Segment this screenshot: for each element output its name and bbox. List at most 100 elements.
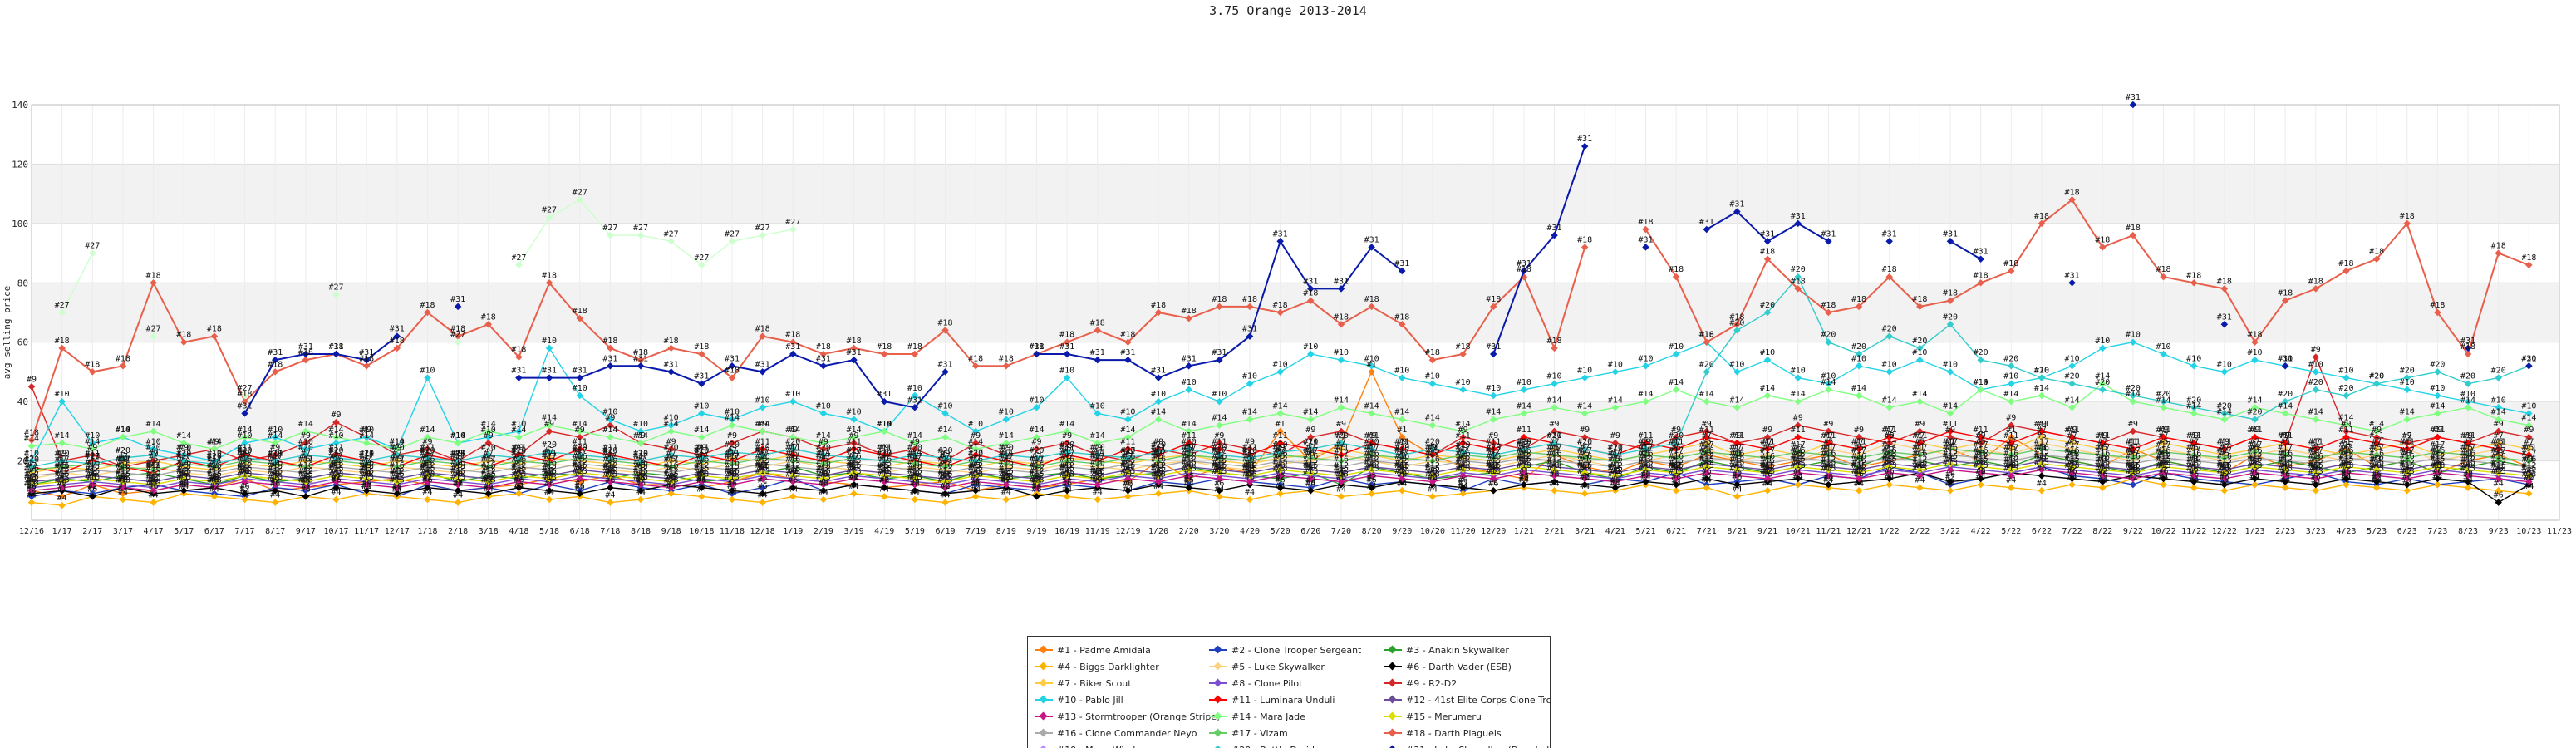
data-point [484, 457, 493, 465]
data-point [1002, 362, 1010, 370]
x-tick-label: 1/18 [417, 527, 437, 536]
data-point [2372, 439, 2381, 447]
data-point [545, 480, 553, 489]
data-label: #15 [542, 467, 557, 476]
data-point [1672, 475, 1680, 483]
data-point [1977, 433, 1984, 441]
data-label: #18 [2491, 242, 2506, 251]
data-point [819, 439, 828, 447]
data-label: #20 [573, 443, 587, 452]
data-point [698, 484, 705, 491]
data-label: #18 [1912, 295, 1927, 304]
data-label: #4 [1397, 479, 1407, 488]
data-point [2190, 410, 2198, 417]
data-label: #20 [937, 446, 952, 455]
data-point [27, 499, 36, 506]
data-label: #17 [2156, 440, 2171, 450]
data-point [1946, 427, 1954, 436]
legend-item: #31 - Luke Skywalker (Dagobah) [1384, 741, 1550, 748]
data-point [484, 478, 493, 485]
data-label: #14 [1882, 396, 1897, 405]
legend-label: #3 - Anakin Skywalker [1406, 644, 1509, 656]
data-label: #15 [511, 464, 526, 473]
data-point [698, 380, 705, 387]
data-point [1946, 478, 1954, 485]
data-label: #4 [1580, 482, 1590, 491]
data-label: #4 [940, 491, 950, 500]
data-label: #9 [1823, 420, 1833, 429]
data-point [1368, 410, 1375, 417]
data-label: #11 [1699, 426, 1714, 435]
legend-swatch [1384, 711, 1402, 721]
legend-label: #16 - Clone Commander Neyo [1057, 727, 1197, 739]
data-point [1216, 475, 1223, 483]
data-point [1368, 439, 1375, 447]
chart-title: 3.75 Orange 2013-2014 [1209, 3, 1367, 18]
x-tick-label: 6/17 [204, 527, 224, 536]
data-point [2464, 484, 2472, 491]
data-label: #17 [2034, 437, 2049, 446]
x-tick-label: 4/21 [1605, 527, 1625, 536]
x-tick-label: 5/19 [905, 527, 925, 536]
legend-swatch [1384, 645, 1402, 654]
x-tick-label: 1/19 [783, 527, 803, 536]
data-label: #27 [55, 301, 70, 310]
data-point [759, 469, 766, 477]
data-label: #31 [1242, 325, 1257, 334]
data-label: #31 [1517, 259, 1531, 268]
data-label: #20 [1242, 446, 1257, 455]
x-tick-label: 9/17 [296, 527, 316, 536]
data-point [698, 433, 705, 441]
data-point [1946, 410, 1954, 417]
data-label: #15 [24, 473, 39, 482]
data-label: #15 [1729, 458, 1744, 467]
data-label: #20 [785, 437, 800, 446]
data-point [2129, 427, 2137, 436]
x-tick-label: 3/17 [113, 527, 133, 536]
data-point [2190, 445, 2198, 453]
data-point [2160, 433, 2167, 441]
data-point [698, 478, 705, 485]
data-label: #18 [2521, 253, 2536, 263]
data-label: #14 [725, 414, 740, 423]
data-label: #10 [1182, 378, 1197, 387]
data-point [1611, 368, 1620, 376]
data-label: #10 [1120, 408, 1135, 417]
data-label: #20 [1821, 331, 1836, 340]
data-point [1216, 469, 1223, 477]
data-point [667, 484, 675, 491]
data-point [1916, 439, 1924, 447]
data-point [789, 493, 797, 500]
data-point [2160, 350, 2167, 358]
data-point [880, 472, 888, 480]
legend-item: #12 - 41st Elite Corps Clone Trooper [1384, 691, 1550, 708]
data-point [515, 261, 523, 269]
data-point [2038, 466, 2046, 474]
data-point [1368, 484, 1375, 491]
data-point [2434, 469, 2441, 477]
data-point [1246, 380, 1254, 387]
data-point [484, 433, 493, 441]
data-label: #31 [1090, 348, 1105, 357]
data-label: #17 [2247, 440, 2262, 450]
data-point [2281, 472, 2289, 480]
data-label: #31 [450, 295, 465, 304]
data-label: #17 [999, 452, 1014, 461]
data-point [1246, 495, 1254, 504]
legend-label: #9 - R2-D2 [1406, 677, 1458, 689]
data-point [2190, 439, 2198, 447]
data-label: #11 [1273, 431, 1288, 440]
data-label: #31 [1943, 229, 1958, 239]
data-label: #20 [420, 446, 435, 455]
data-label: #14 [847, 426, 862, 435]
data-point [515, 427, 523, 436]
data-label: #11 [2369, 431, 2384, 440]
data-label: #17 [937, 455, 952, 465]
data-label: #20 [207, 452, 222, 461]
data-label: #18 [1851, 295, 1866, 304]
x-tick-label: 2/21 [1544, 527, 1564, 536]
data-label: #11 [2095, 431, 2110, 440]
data-point [911, 495, 919, 504]
data-point [637, 475, 645, 483]
data-label: #10 [1912, 348, 1927, 357]
